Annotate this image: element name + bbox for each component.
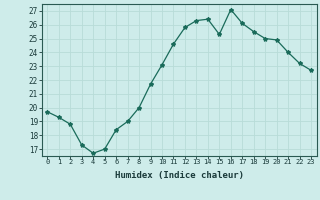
X-axis label: Humidex (Indice chaleur): Humidex (Indice chaleur) <box>115 171 244 180</box>
